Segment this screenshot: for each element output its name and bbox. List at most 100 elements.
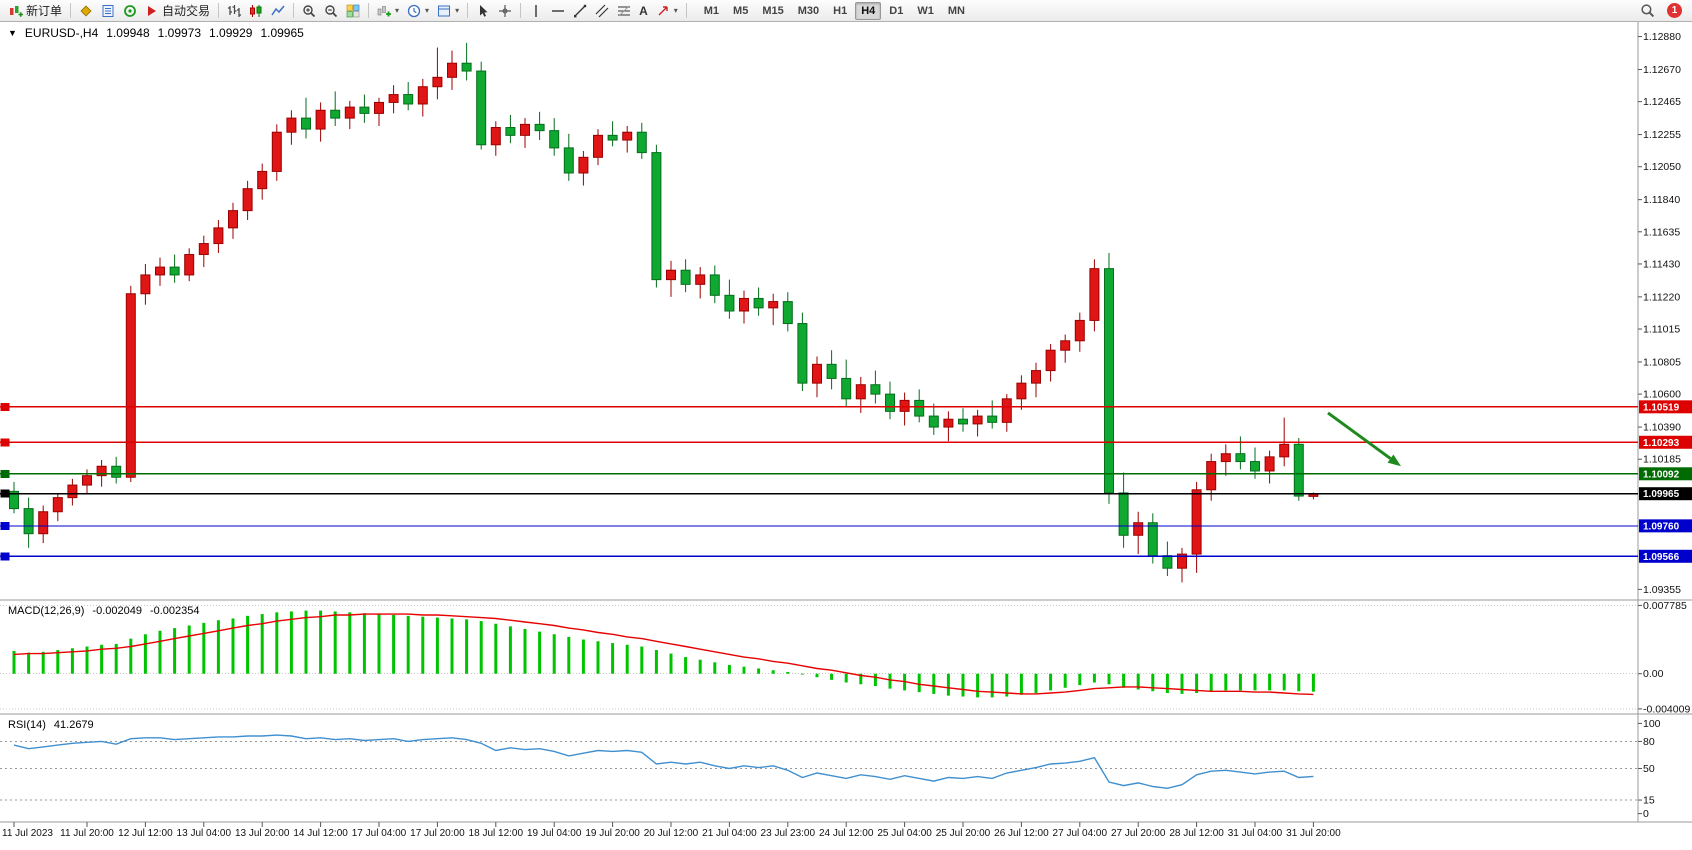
new-order-button[interactable]: 新订单 (6, 1, 65, 20)
svg-text:19 Jul 04:00: 19 Jul 04:00 (527, 828, 582, 839)
candle-body (870, 384, 881, 395)
fibonacci-tool-button[interactable] (614, 1, 634, 20)
search-icon (1641, 4, 1655, 18)
notification-badge[interactable]: 1 (1667, 3, 1682, 18)
candle-body (213, 227, 224, 245)
autotrading-label: 自动交易 (162, 4, 211, 18)
svg-text:50: 50 (1643, 763, 1655, 775)
candle-body (739, 297, 749, 312)
candle-body (1016, 382, 1027, 400)
candle-body (768, 301, 779, 309)
svg-text:1.12880: 1.12880 (1643, 31, 1681, 43)
timeframe-button-h1[interactable]: H1 (833, 4, 848, 17)
timeframe-button-m5[interactable]: M5 (733, 4, 749, 17)
timeframe-button-mn[interactable]: MN (947, 4, 965, 17)
candle-body (228, 210, 238, 229)
svg-text:1.11430: 1.11430 (1643, 258, 1680, 270)
svg-text:12 Jul 12:00: 12 Jul 12:00 (118, 828, 173, 839)
timeframe-button-d1[interactable]: D1 (889, 4, 904, 17)
svg-text:31 Jul 04:00: 31 Jul 04:00 (1228, 828, 1283, 839)
svg-text:-0.004009: -0.004009 (1643, 703, 1690, 715)
zoom-in-button[interactable] (299, 1, 319, 20)
line-chart-button[interactable] (268, 1, 288, 20)
market-watch-button[interactable] (76, 1, 96, 20)
svg-text:0.00: 0.00 (1643, 668, 1664, 680)
svg-text:1.10092: 1.10092 (1643, 469, 1680, 480)
svg-text:100: 100 (1643, 718, 1661, 730)
candle-body (1162, 555, 1173, 569)
candle-body (301, 117, 311, 130)
navigator-button[interactable] (120, 1, 140, 20)
hline-tool-button[interactable] (548, 1, 568, 20)
data-window-button[interactable] (98, 1, 118, 20)
candle-body (1031, 370, 1041, 384)
rsi-name: RSI(14) (8, 719, 46, 731)
crosshair-button[interactable] (495, 1, 515, 20)
grid-lines (0, 22, 1692, 823)
autotrading-button[interactable]: 自动交易 (142, 1, 213, 20)
candle-body (520, 123, 530, 136)
vline-tool-button[interactable] (526, 1, 546, 20)
channel-tool-button[interactable] (592, 1, 612, 20)
svg-text:1.12050: 1.12050 (1643, 161, 1681, 173)
candle-body (1089, 268, 1100, 321)
symbol-collapse-icon[interactable]: ▼ (8, 28, 17, 38)
candlestick-chart-button[interactable] (246, 1, 266, 20)
main-toolbar: 新订单 自动交易 ▾ ▾ ▾ A ▾ M1 M5 M15 M30 H1 H4 D1 W1 MN … (0, 0, 1692, 22)
autotrading-icon (148, 5, 157, 16)
zoom-out-button[interactable] (321, 1, 341, 20)
trend-arrow-annotation[interactable] (1327, 411, 1401, 467)
clock-icon (407, 4, 421, 17)
chart-canvas[interactable]: 0.007785 0.00 -0.004009 100 80 50 150 1.12880 1.… (0, 22, 1692, 850)
arrow-tool-icon (658, 5, 668, 15)
line-left-marker (0, 521, 10, 530)
candle-body (1279, 443, 1290, 458)
toolbar-separator (685, 3, 687, 18)
trendline-tool-button[interactable] (570, 1, 590, 20)
macd-signal-line (13, 613, 1314, 696)
new-chart-button[interactable]: ▾ (374, 1, 402, 20)
text-tool-button[interactable]: A (636, 1, 651, 20)
candle-body (374, 101, 384, 114)
candle-body (549, 130, 560, 149)
timeframe-button-m15[interactable]: M15 (762, 4, 784, 17)
candle-body (899, 399, 910, 412)
dropdown-caret-icon: ▾ (455, 6, 460, 15)
candle-body (82, 475, 92, 486)
price-tag (1639, 549, 1692, 563)
candle-body (476, 70, 487, 146)
candle-body (958, 418, 968, 425)
candle-body (1250, 461, 1260, 472)
horizontal-line-icon (552, 9, 565, 12)
svg-text:17 Jul 04:00: 17 Jul 04:00 (352, 828, 407, 839)
timeframe-button-m1[interactable]: M1 (703, 4, 720, 17)
timeframe-button-m30[interactable]: M30 (797, 4, 820, 17)
price-tag (1639, 467, 1692, 481)
candle-body (636, 131, 647, 154)
macd-name: MACD(12,26,9) (8, 605, 85, 617)
horizontal-lines-layer[interactable] (0, 402, 1638, 561)
svg-text:13 Jul 04:00: 13 Jul 04:00 (177, 828, 232, 839)
timeframe-button-h4[interactable]: H4 (855, 1, 882, 20)
candle-body (782, 301, 793, 325)
arrows-tool-button[interactable]: ▾ (653, 1, 681, 20)
candle-body (709, 274, 720, 296)
candle-body (1104, 268, 1114, 494)
trendline-icon (574, 4, 587, 17)
svg-text:11 Jul 20:00: 11 Jul 20:00 (60, 828, 114, 839)
bars-chart-button[interactable] (224, 1, 244, 20)
rsi-line (13, 734, 1314, 790)
navigator-icon (124, 4, 136, 17)
candle-body (330, 109, 341, 119)
search-button[interactable] (1637, 1, 1658, 20)
svg-text:1.09965: 1.09965 (1643, 489, 1680, 500)
price-tag (1639, 487, 1692, 501)
templates-button[interactable]: ▾ (434, 1, 462, 20)
candle-body (695, 274, 706, 285)
cursor-button[interactable] (473, 1, 493, 20)
candle-body (578, 156, 589, 174)
timeframe-button-w1[interactable]: W1 (917, 4, 934, 17)
tile-windows-button[interactable] (343, 1, 363, 20)
market-watch-icon (80, 4, 92, 17)
periods-button[interactable]: ▾ (404, 1, 432, 20)
